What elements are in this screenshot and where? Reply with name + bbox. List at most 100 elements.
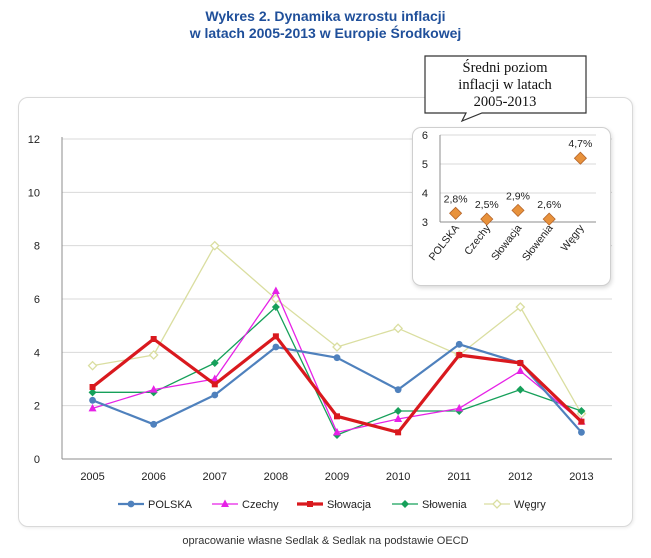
inset-data-label: 2,5%: [475, 199, 499, 211]
x-tick-label: 2008: [264, 471, 288, 483]
inset-x-tick-label: POLSKA: [427, 222, 462, 263]
data-point: [517, 360, 524, 366]
source-note: opracowanie własne Sedlak & Sedlak na po…: [182, 535, 469, 547]
inset-y-tick-label: 6: [422, 130, 428, 142]
data-point: [394, 407, 403, 415]
data-point: [516, 385, 525, 394]
inset-y-tick-label: 5: [422, 159, 428, 171]
data-point: [516, 366, 525, 374]
inset-data-label: 4,7%: [568, 138, 592, 150]
y-tick-label: 2: [34, 401, 40, 413]
legend-marker: [127, 500, 135, 508]
legend-marker: [401, 500, 409, 508]
data-point: [150, 336, 157, 342]
legend-label: Słowenia: [422, 499, 468, 511]
data-point: [394, 414, 403, 422]
callout-box: [424, 55, 587, 123]
data-point: [89, 384, 96, 390]
inset-x-tick-label: Węgry: [559, 222, 588, 254]
legend-item-polska: POLSKA: [118, 499, 193, 511]
inset-data-point: [573, 151, 587, 165]
data-point: [271, 303, 280, 311]
data-point: [210, 359, 219, 367]
inset-data-label: 2,6%: [537, 199, 561, 211]
inset-x-tick-label: Słowacja: [489, 222, 524, 263]
data-point: [89, 396, 96, 404]
legend-label: Słowacja: [327, 499, 372, 511]
y-tick-label: 6: [34, 294, 40, 306]
x-tick-label: 2011: [447, 471, 471, 483]
data-point: [149, 385, 158, 393]
inset-data-label: 2,9%: [506, 190, 530, 202]
inset-data-point: [511, 203, 525, 217]
series-slowacja: [89, 333, 585, 436]
data-point: [272, 343, 280, 351]
data-point: [209, 240, 220, 251]
data-point: [455, 340, 463, 348]
data-point: [88, 388, 97, 397]
y-tick-label: 0: [34, 454, 40, 466]
chart-title: Wykres 2. Dynamika wzrostu inflacji w la…: [0, 8, 651, 42]
chart-title-line1: Wykres 2. Dynamika wzrostu inflacji: [205, 8, 446, 24]
legend-marker: [492, 499, 502, 509]
data-point: [515, 302, 526, 312]
x-tick-label: 2012: [508, 471, 532, 483]
y-tick-label: 10: [28, 187, 40, 199]
inset-data-point: [480, 212, 494, 226]
x-tick-label: 2010: [386, 471, 410, 483]
y-tick-label: 4: [34, 347, 40, 359]
legend-label: POLSKA: [148, 499, 193, 511]
data-point: [210, 374, 219, 382]
data-point: [88, 403, 97, 412]
inset-x-tick-label: Czechy: [462, 222, 493, 258]
inset-title-line: 2005-2013: [474, 94, 537, 110]
data-point: [394, 386, 402, 394]
data-point: [148, 350, 159, 360]
data-point: [393, 323, 404, 334]
series-wegry: [87, 240, 587, 419]
legend-item-czechy: Czechy: [212, 499, 279, 511]
data-point: [578, 428, 585, 436]
data-point: [211, 381, 218, 388]
x-tick-label: 2005: [80, 471, 104, 483]
inset-y-tick-label: 4: [422, 188, 428, 200]
inset-title-line: Średni poziom: [463, 59, 549, 76]
data-point: [578, 418, 585, 425]
data-point: [333, 354, 341, 362]
x-tick-label: 2013: [569, 471, 593, 483]
chart-title-line2: w latach 2005-2013 w Europie Środkowej: [189, 25, 462, 41]
legend-marker: [307, 501, 313, 507]
legend-item-wegry: Węgry: [484, 499, 546, 511]
legend-item-slowenia: Słowenia: [392, 499, 468, 511]
legend-label: Węgry: [514, 499, 546, 511]
inset-x-tick-label: Słowenia: [520, 222, 556, 263]
data-point: [271, 286, 280, 294]
inset-title-line: inflacji w latach: [458, 77, 552, 93]
inset-data-point: [542, 212, 556, 226]
inset-data-label: 2,8%: [444, 193, 468, 205]
data-point: [455, 403, 464, 412]
data-point: [333, 427, 341, 436]
data-point: [334, 413, 340, 420]
y-tick-label: 12: [28, 134, 40, 146]
y-tick-label: 8: [34, 241, 40, 253]
data-point: [332, 342, 342, 352]
inset-chart-frame: [412, 127, 611, 286]
data-point: [395, 429, 402, 436]
inset-data-point: [449, 206, 463, 220]
data-point: [272, 333, 279, 340]
x-tick-label: 2007: [203, 471, 227, 483]
data-point: [150, 420, 158, 428]
legend-label: Czechy: [242, 499, 279, 511]
legend-marker: [221, 499, 229, 507]
data-point: [211, 391, 219, 399]
x-tick-label: 2006: [141, 471, 165, 483]
legend-item-slowacja: Słowacja: [297, 499, 372, 511]
inset-y-tick-label: 3: [422, 217, 428, 229]
data-point: [577, 407, 586, 415]
data-point: [456, 352, 463, 358]
x-tick-label: 2009: [325, 471, 349, 483]
data-point: [87, 360, 98, 371]
